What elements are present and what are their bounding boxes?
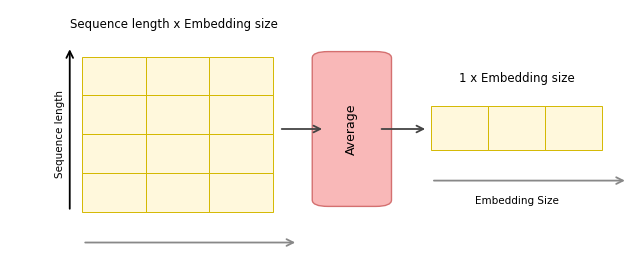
Text: Sequence length x Embedding size: Sequence length x Embedding size: [70, 18, 278, 31]
Bar: [82, 134, 146, 173]
Bar: [209, 134, 273, 173]
Bar: [431, 106, 488, 150]
Bar: [209, 57, 273, 95]
Bar: [209, 173, 273, 212]
Bar: [209, 95, 273, 134]
Bar: [82, 57, 146, 95]
Text: 1 x Embedding size: 1 x Embedding size: [459, 72, 574, 85]
Text: Sequence length: Sequence length: [55, 90, 65, 178]
Bar: [146, 173, 209, 212]
Bar: [545, 106, 602, 150]
Bar: [146, 57, 209, 95]
Bar: [488, 106, 545, 150]
Text: Embedding Size: Embedding Size: [475, 196, 559, 206]
Text: Average: Average: [346, 103, 358, 155]
FancyBboxPatch shape: [312, 52, 391, 206]
Bar: [82, 95, 146, 134]
Bar: [146, 95, 209, 134]
Bar: [146, 134, 209, 173]
Bar: [82, 173, 146, 212]
